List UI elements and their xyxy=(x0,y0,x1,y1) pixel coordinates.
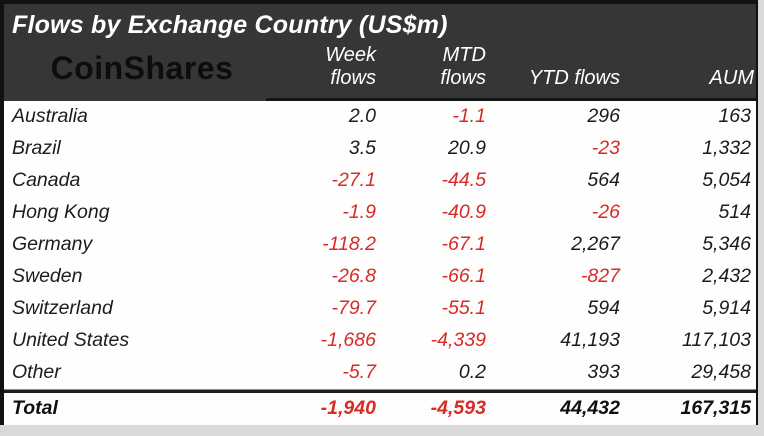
header-row-bottom: flows flows YTD flows AUM xyxy=(4,67,756,101)
column-header-mtd: MTD xyxy=(377,42,488,67)
mtd-flows-cell: -4,339 xyxy=(430,329,486,351)
ytd-flows-cell: -26 xyxy=(591,201,620,223)
column-header-spacer-ytd xyxy=(487,42,622,67)
aum-cell: 117,103 xyxy=(681,329,751,351)
mtd-flows-cell: -66.1 xyxy=(441,265,486,287)
column-header-spacer-aum xyxy=(621,42,756,67)
country-cell: United States xyxy=(12,329,130,351)
table-row-sweden: Sweden -26.8 -66.1 -827 2,432 xyxy=(4,261,756,293)
mtd-flows-cell: -40.9 xyxy=(441,201,486,223)
total-mtd-flows-cell: -4,593 xyxy=(377,390,488,425)
aum-cell: 5,346 xyxy=(702,233,751,255)
country-cell: Other xyxy=(4,357,266,390)
week-flows-cell: -79.7 xyxy=(331,297,376,319)
country-cell: Canada xyxy=(12,169,81,191)
table-body: Australia 2.0 -1.1 296 163 Brazil 3.5 20… xyxy=(4,101,756,425)
column-header-mtd-flows: flows xyxy=(377,67,488,101)
week-flows-cell: -26.8 xyxy=(331,265,376,287)
ytd-flows-cell: 2,267 xyxy=(571,233,620,255)
country-cell: Brazil xyxy=(12,137,61,159)
table-row-united-states: United States -1,686 -4,339 41,193 117,1… xyxy=(4,325,756,357)
mtd-flows-cell: -67.1 xyxy=(441,233,486,255)
mtd-flows-cell: -55.1 xyxy=(441,297,486,319)
aum-cell: 5,914 xyxy=(702,297,751,319)
country-cell: Sweden xyxy=(12,265,83,287)
table-row-other: Other -5.7 0.2 393 29,458 xyxy=(4,357,756,390)
aum-cell: 514 xyxy=(718,201,751,223)
mtd-flows-cell: 0.2 xyxy=(377,357,488,390)
title-row: Flows by Exchange Country (US$m) xyxy=(4,4,756,42)
aum-cell: 163 xyxy=(718,105,751,127)
week-flows-cell: -118.2 xyxy=(322,233,376,255)
mtd-flows-cell: -44.5 xyxy=(441,169,486,191)
aum-cell: 1,332 xyxy=(702,137,751,159)
week-flows-cell: 3.5 xyxy=(348,137,376,159)
ytd-flows-cell: 296 xyxy=(587,105,620,127)
coinshares-logo: CoinShares xyxy=(4,42,266,101)
mtd-flows-cell: -1.1 xyxy=(452,105,486,127)
ytd-flows-cell: 393 xyxy=(487,357,622,390)
table-row-total: Total -1,940 -4,593 44,432 167,315 xyxy=(4,390,756,425)
column-header-ytd-flows: YTD flows xyxy=(487,67,622,101)
aum-cell: 5,054 xyxy=(702,169,751,191)
table-row-australia: Australia 2.0 -1.1 296 163 xyxy=(4,101,756,133)
ytd-flows-cell: -827 xyxy=(580,265,620,287)
week-flows-cell: -1.9 xyxy=(342,201,376,223)
flows-by-exchange-country-table: Flows by Exchange Country (US$m) CoinSha… xyxy=(0,0,758,425)
column-header-week-flows: flows xyxy=(265,67,378,101)
ytd-flows-cell: 594 xyxy=(587,297,620,319)
ytd-flows-cell: -23 xyxy=(591,137,620,159)
total-label-cell: Total xyxy=(4,390,266,425)
mtd-flows-cell: 20.9 xyxy=(448,137,486,159)
table-row-switzerland: Switzerland -79.7 -55.1 594 5,914 xyxy=(4,293,756,325)
week-flows-cell: -1,686 xyxy=(320,329,376,351)
week-flows-cell: -27.1 xyxy=(331,169,376,191)
table-row-canada: Canada -27.1 -44.5 564 5,054 xyxy=(4,165,756,197)
ytd-flows-cell: 41,193 xyxy=(560,329,620,351)
table-row-brazil: Brazil 3.5 20.9 -23 1,332 xyxy=(4,133,756,165)
ytd-flows-cell: 564 xyxy=(587,169,620,191)
country-cell: Australia xyxy=(12,105,88,127)
header-row-top: CoinShares Week MTD xyxy=(4,42,756,101)
page-title: Flows by Exchange Country (US$m) xyxy=(4,4,756,42)
total-ytd-flows-cell: 44,432 xyxy=(487,390,622,425)
total-week-flows-cell: -1,940 xyxy=(265,390,378,425)
week-flows-cell: 2.0 xyxy=(348,105,376,127)
country-cell: Hong Kong xyxy=(12,201,110,223)
country-cell: Switzerland xyxy=(12,297,113,319)
table-row-hong-kong: Hong Kong -1.9 -40.9 -26 514 xyxy=(4,197,756,229)
table-row-germany: Germany -118.2 -67.1 2,267 5,346 xyxy=(4,229,756,261)
week-flows-cell: -5.7 xyxy=(265,357,378,390)
aum-cell: 2,432 xyxy=(702,265,751,287)
column-header-aum: AUM xyxy=(621,67,756,101)
country-cell: Germany xyxy=(12,233,93,255)
column-header-week: Week xyxy=(265,42,378,67)
aum-cell: 29,458 xyxy=(621,357,756,390)
table-header: Flows by Exchange Country (US$m) CoinSha… xyxy=(4,4,756,101)
total-aum-cell: 167,315 xyxy=(621,390,756,425)
